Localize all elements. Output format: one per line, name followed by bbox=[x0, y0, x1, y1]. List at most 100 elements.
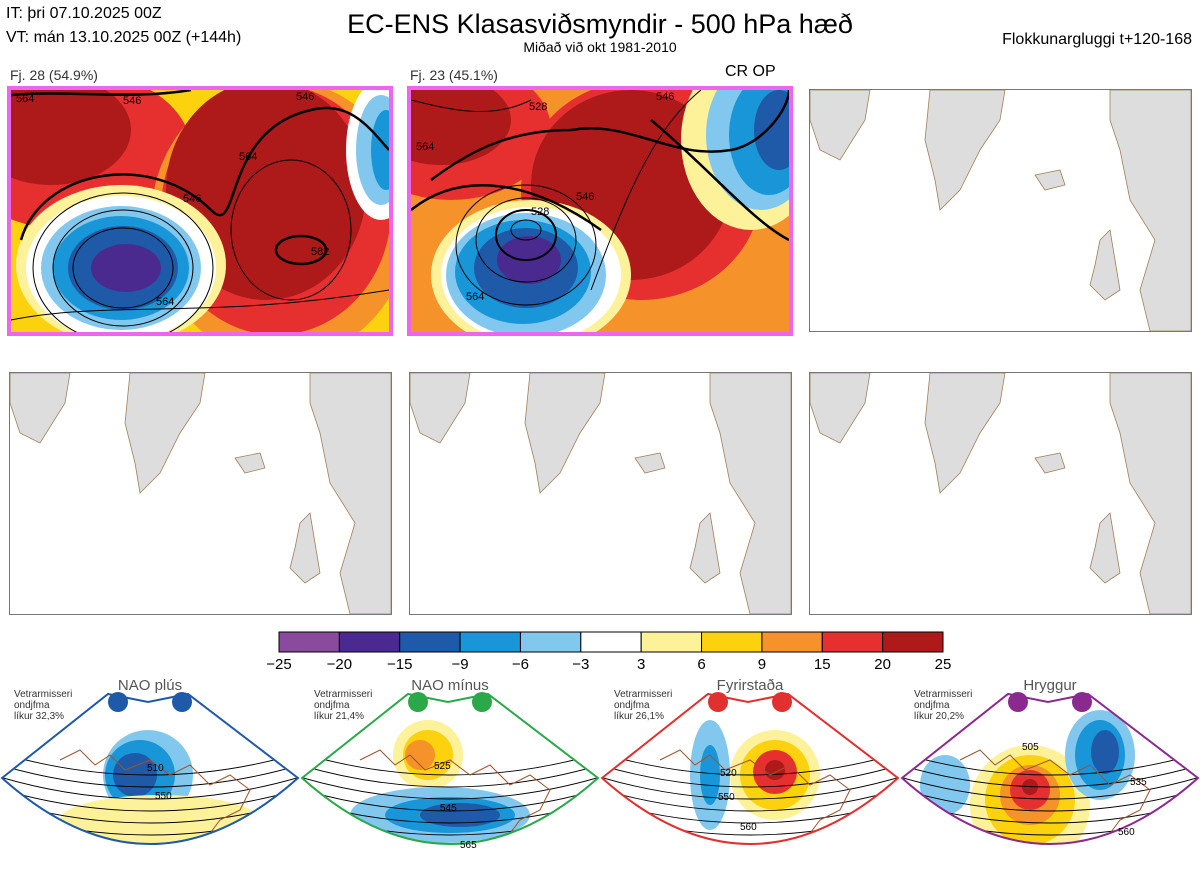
height-contour bbox=[302, 773, 598, 800]
regime-marker bbox=[708, 692, 728, 712]
height-contour bbox=[902, 785, 1198, 812]
base-map bbox=[10, 373, 391, 614]
colorbar-tick-label: 3 bbox=[637, 656, 646, 673]
height-contour bbox=[0, 846, 300, 870]
colorbar-tick-label: −9 bbox=[451, 656, 469, 673]
base-map bbox=[810, 90, 1191, 331]
regime-marker bbox=[172, 692, 192, 712]
height-contour bbox=[2, 773, 298, 800]
coastline bbox=[659, 749, 851, 844]
height-contour bbox=[602, 761, 898, 788]
anomaly-blob bbox=[765, 760, 785, 780]
colorbar-swatch bbox=[338, 631, 401, 653]
base-map bbox=[410, 373, 791, 614]
anomaly-blob bbox=[920, 755, 970, 815]
height-contour bbox=[302, 785, 598, 812]
classification-window: Flokkunargluggi t+120-168 bbox=[1002, 31, 1192, 48]
colorbar-tick-label: 9 bbox=[757, 656, 767, 673]
coastline bbox=[359, 749, 551, 844]
regime-frame bbox=[600, 692, 900, 845]
panel-1-label: Fj. 28 (54.9%) bbox=[10, 67, 98, 83]
regime-marker bbox=[1008, 692, 1028, 712]
contour-label: 564 bbox=[239, 151, 257, 163]
contour-label: 546 bbox=[296, 91, 314, 103]
anomaly-map-1: 564 546 546 564 582 564 546 bbox=[11, 90, 389, 332]
contour-label: 564 bbox=[466, 291, 484, 303]
regime-frame bbox=[0, 692, 300, 845]
colorbar-swatch bbox=[761, 631, 823, 653]
height-contour bbox=[300, 846, 600, 870]
anomaly-map-2: 528 546 564 546 528 564 bbox=[411, 90, 789, 332]
anomaly-blob bbox=[1091, 730, 1119, 774]
base-map bbox=[810, 373, 1191, 614]
contour-label: 528 bbox=[531, 206, 549, 218]
height-contour bbox=[900, 858, 1200, 870]
colorbar-tick-label: −25 bbox=[266, 656, 292, 673]
cluster-map-2[interactable]: 528 546 564 546 528 564 bbox=[407, 86, 793, 336]
panel-2-label: Fj. 23 (45.1%) bbox=[410, 67, 498, 83]
height-contour bbox=[302, 749, 598, 776]
anomaly-blob bbox=[1005, 853, 1035, 863]
colorbar bbox=[278, 631, 944, 653]
regime-contour-label: 520 bbox=[720, 768, 737, 779]
colorbar-tick-label: −3 bbox=[572, 656, 590, 673]
colorbar-tick-label: −6 bbox=[511, 656, 530, 673]
regime-contour-label: 560 bbox=[1118, 827, 1135, 838]
colorbar-swatch bbox=[640, 631, 703, 653]
contour-label: 564 bbox=[416, 141, 434, 153]
regime-title: Fyrirstaða bbox=[716, 677, 784, 694]
height-contour bbox=[0, 858, 300, 870]
contour-label: 564 bbox=[156, 296, 174, 308]
colorbar-tick-label: −20 bbox=[326, 656, 353, 673]
height-contour bbox=[602, 749, 898, 776]
contour-label: 546 bbox=[656, 91, 674, 103]
colorbar-tick-label: 25 bbox=[934, 656, 952, 673]
anomaly-blob bbox=[60, 795, 260, 844]
height-contour bbox=[600, 858, 900, 870]
height-contour bbox=[902, 773, 1198, 800]
regime-marker bbox=[1072, 692, 1092, 712]
colorbar-swatch bbox=[882, 631, 944, 653]
anomaly-blob bbox=[405, 740, 435, 770]
colorbar-swatch bbox=[821, 631, 884, 653]
colorbar-tick-label: 6 bbox=[697, 656, 706, 673]
height-contour bbox=[902, 749, 1198, 776]
valid-time: VT: mán 13.10.2025 00Z (+144h) bbox=[6, 29, 242, 46]
empty-map-4 bbox=[9, 372, 392, 615]
regime-marker bbox=[108, 692, 128, 712]
colorbar-tick-label: −15 bbox=[386, 656, 413, 673]
height-contour bbox=[2, 761, 298, 788]
colorbar-tick-label: 20 bbox=[874, 656, 891, 673]
regime-meta: Vetrarmisseri ondjfma líkur 21,4% bbox=[314, 689, 373, 722]
regime-map: 525 545 565 bbox=[300, 692, 600, 870]
colorbar-swatch bbox=[580, 631, 642, 653]
height-contour bbox=[300, 858, 600, 870]
empty-map-6 bbox=[809, 372, 1192, 615]
height-contour bbox=[2, 749, 298, 776]
regime-frame bbox=[300, 692, 600, 845]
anomaly-blob bbox=[700, 745, 720, 805]
height-contour bbox=[600, 846, 900, 870]
regime-title: NAO mínus bbox=[411, 677, 489, 694]
regime-marker bbox=[408, 692, 428, 712]
height-contour bbox=[602, 773, 898, 800]
regime-contour-label: 550 bbox=[155, 791, 172, 802]
contour-label: 546 bbox=[576, 191, 594, 203]
cluster-map-1[interactable]: 564 546 546 564 582 564 546 bbox=[7, 86, 393, 336]
regime-meta: Vetrarmisseri ondjfma líkur 32,3% bbox=[14, 689, 73, 722]
contour-label: 546 bbox=[123, 95, 141, 107]
contour-label: 564 bbox=[16, 93, 34, 105]
colorbar-swatch bbox=[459, 631, 521, 653]
regime-map: 510 550 bbox=[0, 692, 300, 870]
regime-contour-label: 560 bbox=[740, 822, 757, 833]
height-contour bbox=[902, 761, 1198, 788]
colorbar-swatch bbox=[701, 631, 763, 653]
height-contour bbox=[2, 785, 298, 812]
regime-meta: Vetrarmisseri ondjfma líkur 26,1% bbox=[614, 689, 673, 722]
page-title: EC-ENS Klasasviðsmyndir - 500 hPa hæð bbox=[347, 9, 853, 39]
height-contour bbox=[302, 761, 598, 788]
regime-contour-label: 510 bbox=[147, 763, 164, 774]
height-contour bbox=[900, 846, 1200, 870]
colorbar-swatch bbox=[519, 631, 582, 653]
height-contour bbox=[602, 833, 898, 844]
